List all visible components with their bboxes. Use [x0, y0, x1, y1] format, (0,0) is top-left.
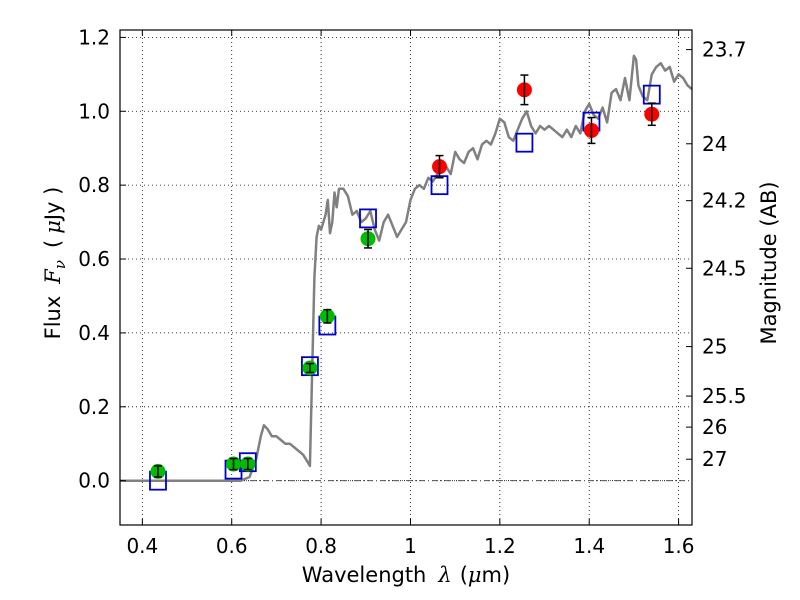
y2-axis-label: Magnitude (AB) [757, 181, 781, 344]
y2-tick-label: 27 [702, 447, 727, 471]
plot-frame [119, 29, 693, 526]
y2-tick-label: 23.7 [702, 38, 747, 62]
observed-points [150, 74, 660, 479]
y2-tick-label: 24.5 [702, 256, 747, 280]
x-tick-label: 0.4 [126, 534, 158, 558]
x-tick-label: 0.6 [216, 534, 248, 558]
y-tick-label: 0.8 [78, 173, 110, 197]
y-tick-label: 0.0 [78, 469, 110, 493]
y-tick-label: 0.2 [78, 395, 110, 419]
x-tick-label: 1 [404, 534, 417, 558]
y2-tick-label: 24.2 [702, 189, 747, 213]
x-tick-label: 1.2 [484, 534, 516, 558]
model-spectrum-line [120, 54, 693, 482]
grid [120, 30, 692, 525]
x-tick-label: 0.8 [305, 534, 337, 558]
x-tick-label: 1.6 [663, 534, 695, 558]
x-axis-label: Wavelength λ (μm) [302, 563, 510, 587]
y-tick-label: 0.4 [78, 321, 110, 345]
y2-tick-label: 25 [702, 335, 727, 359]
y2-tick-label: 25.5 [702, 384, 747, 408]
y-tick-label: 0.6 [78, 247, 110, 271]
tick-labels: 0.4 0.6 0.8 1 1.2 1.4 1.6 0.0 0.2 0.4 0.6 0.8 1.0 1.2… [78, 25, 746, 558]
y-axis-label: FluxFν(μJy ) [41, 187, 69, 340]
model-photometry-squares [149, 84, 661, 491]
model-photometry-square [359, 208, 377, 229]
model-photometry-square [515, 132, 534, 153]
y-tick-label: 1.0 [78, 99, 110, 123]
y2-tick-label: 26 [702, 415, 727, 439]
y-tick-label: 1.2 [78, 25, 110, 49]
x-tick-label: 1.4 [573, 534, 605, 558]
ticks [120, 30, 692, 525]
y2-tick-label: 24 [702, 132, 727, 156]
model-photometry-square [642, 84, 661, 105]
